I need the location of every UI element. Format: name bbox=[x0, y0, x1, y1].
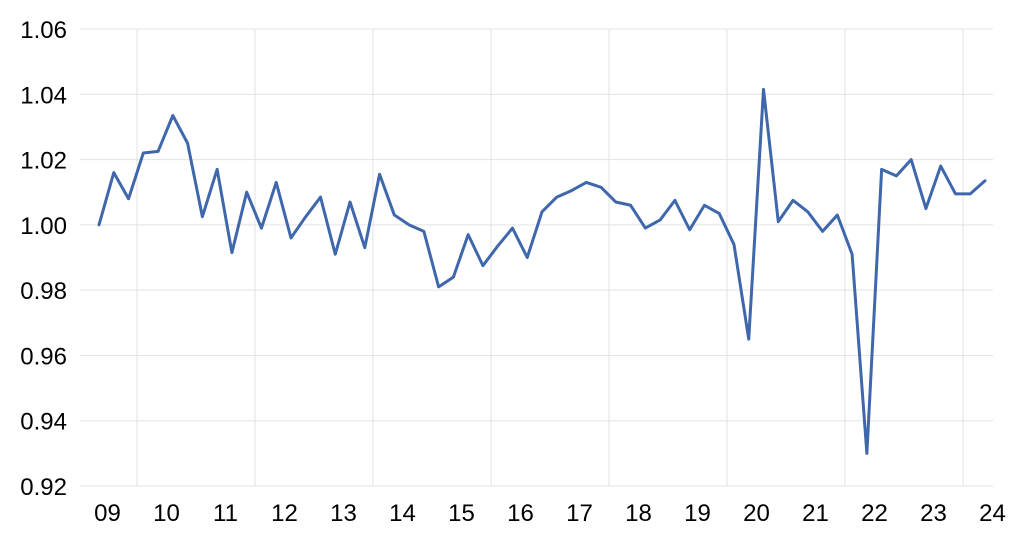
data-point bbox=[570, 189, 574, 193]
data-point bbox=[141, 151, 145, 155]
data-point bbox=[584, 180, 588, 184]
series-group bbox=[97, 87, 987, 455]
data-point bbox=[717, 211, 721, 215]
y-tick-label: 1.02 bbox=[20, 148, 67, 175]
x-tick-label: 12 bbox=[271, 500, 298, 527]
data-point bbox=[555, 195, 559, 199]
data-point bbox=[510, 226, 514, 230]
x-tick-label: 21 bbox=[802, 500, 829, 527]
data-point bbox=[688, 228, 692, 232]
data-point bbox=[732, 242, 736, 246]
vertical-gridlines bbox=[136, 29, 964, 486]
data-point bbox=[924, 207, 928, 211]
data-point bbox=[127, 197, 131, 201]
data-point bbox=[319, 195, 323, 199]
horizontal-gridlines bbox=[80, 28, 993, 487]
data-point bbox=[939, 164, 943, 168]
data-point bbox=[245, 190, 249, 194]
data-point bbox=[451, 275, 455, 279]
data-point bbox=[791, 198, 795, 202]
data-point bbox=[392, 213, 396, 217]
data-point bbox=[186, 141, 190, 145]
data-point bbox=[289, 236, 293, 240]
data-point bbox=[540, 210, 544, 214]
data-point bbox=[378, 172, 382, 176]
data-point bbox=[821, 229, 825, 233]
y-axis-tick-labels: 0.92 0.94 0.96 0.98 1.00 1.02 1.04 1.06 bbox=[20, 17, 67, 501]
x-tick-label: 11 bbox=[213, 500, 238, 527]
data-point bbox=[806, 210, 810, 214]
data-point bbox=[953, 192, 957, 196]
data-point bbox=[983, 179, 987, 183]
x-axis-tick-labels: 09 10 11 12 13 14 15 16 17 18 19 20 21 22 23 24 bbox=[94, 500, 1006, 527]
y-tick-label: 1.04 bbox=[20, 82, 67, 109]
y-tick-label: 0.92 bbox=[20, 474, 67, 501]
x-tick-label: 18 bbox=[625, 500, 652, 527]
data-point bbox=[466, 233, 470, 237]
data-point bbox=[97, 223, 101, 227]
data-point bbox=[673, 198, 677, 202]
data-point bbox=[274, 180, 278, 184]
data-point bbox=[835, 213, 839, 217]
data-point bbox=[909, 158, 913, 162]
data-point bbox=[363, 246, 367, 250]
data-point bbox=[599, 185, 603, 189]
x-tick-label: 17 bbox=[566, 500, 593, 527]
data-point bbox=[776, 220, 780, 224]
x-tick-label: 09 bbox=[94, 500, 121, 527]
data-point bbox=[333, 252, 337, 256]
y-tick-label: 0.98 bbox=[20, 278, 67, 305]
x-tick-label: 23 bbox=[920, 500, 947, 527]
data-point bbox=[304, 215, 308, 219]
x-tick-label: 22 bbox=[861, 500, 888, 527]
data-point bbox=[702, 203, 706, 207]
data-point bbox=[481, 264, 485, 268]
data-point bbox=[850, 252, 854, 256]
x-tick-label: 13 bbox=[330, 500, 357, 527]
data-point bbox=[215, 167, 219, 171]
data-point bbox=[407, 223, 411, 227]
data-point bbox=[422, 229, 426, 233]
data-point bbox=[658, 218, 662, 222]
y-tick-label: 0.96 bbox=[20, 343, 67, 370]
x-tick-label: 16 bbox=[507, 500, 534, 527]
y-tick-label: 1.00 bbox=[20, 213, 67, 240]
data-point bbox=[894, 174, 898, 178]
y-tick-label: 1.06 bbox=[20, 17, 67, 44]
data-point bbox=[259, 226, 263, 230]
series-line bbox=[97, 87, 987, 455]
data-point bbox=[762, 87, 766, 91]
data-point bbox=[496, 244, 500, 248]
y-tick-label: 0.94 bbox=[20, 409, 67, 436]
data-point bbox=[525, 256, 529, 260]
x-tick-label: 15 bbox=[448, 500, 475, 527]
data-point bbox=[200, 215, 204, 219]
data-point bbox=[614, 200, 618, 204]
x-tick-label: 20 bbox=[743, 500, 770, 527]
data-point bbox=[629, 203, 633, 207]
data-point bbox=[865, 451, 869, 455]
data-point bbox=[643, 226, 647, 230]
x-tick-label: 19 bbox=[684, 500, 711, 527]
data-point bbox=[112, 171, 116, 175]
data-point bbox=[171, 114, 175, 118]
data-point bbox=[437, 285, 441, 289]
data-point bbox=[968, 192, 972, 196]
x-tick-label: 14 bbox=[389, 500, 416, 527]
data-point bbox=[747, 337, 751, 341]
x-tick-label: 10 bbox=[153, 500, 180, 527]
data-point bbox=[348, 200, 352, 204]
data-point bbox=[156, 149, 160, 153]
data-point bbox=[880, 167, 884, 171]
x-tick-label: 24 bbox=[979, 500, 1006, 527]
data-point bbox=[230, 251, 234, 255]
